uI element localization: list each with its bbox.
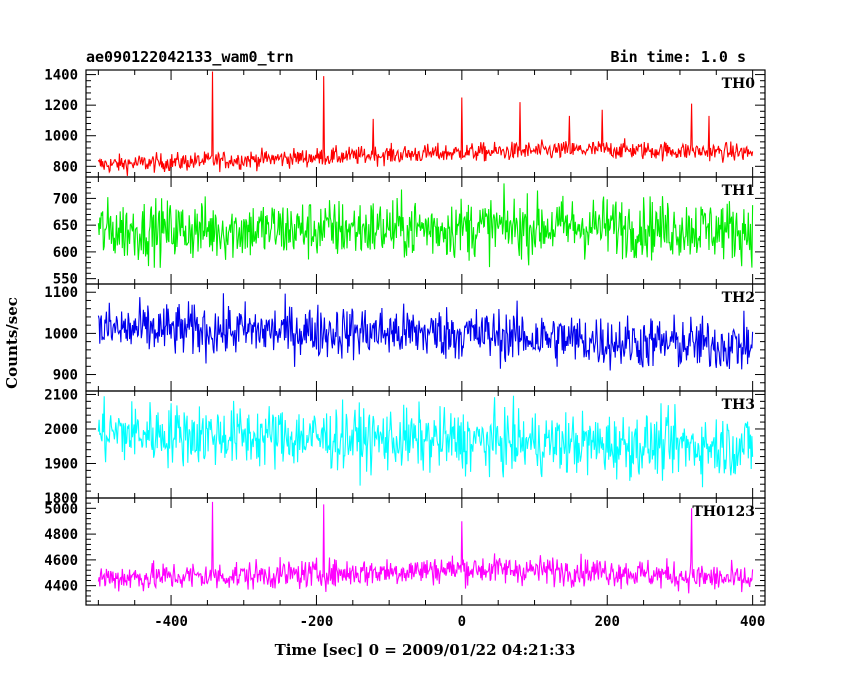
y-tick-label: 1200 [44, 98, 78, 114]
bin-time-label: Bin time: 1.0 s [611, 48, 746, 66]
y-tick-label: 1100 [44, 285, 78, 301]
panel-label-th3: TH3 [722, 397, 755, 413]
x-tick-label: 200 [595, 614, 620, 630]
x-axis-ticks: -400 -200 0 200 400 [154, 614, 765, 630]
panel-frame [85, 497, 766, 606]
y-tick-label: 800 [53, 159, 78, 175]
y-tick-label: 1800 [44, 491, 78, 507]
panels: 800 1000 1200 1400 TH0 550 600 650 700 TH1 900 1000… [44, 68, 766, 606]
x-axis-label: Time [sec] 0 = 2009/01/22 04:21:33 [275, 641, 576, 659]
y-tick-label: 550 [53, 272, 78, 288]
panel-label-th1: TH1 [722, 183, 755, 199]
panel-th2: 900 1000 1100 TH2 [44, 283, 766, 392]
x-tick-label: -400 [154, 614, 188, 630]
chart-title: ae090122042133_wam0_trn [86, 48, 294, 66]
panel-label-th0123: TH0123 [692, 504, 755, 520]
series-line-th0123 [97, 501, 754, 594]
y-tick-label: 4400 [44, 579, 78, 595]
x-tick-label: 400 [740, 614, 765, 630]
y-axis-label: Counts/sec [3, 297, 21, 389]
y-tick-label: 650 [53, 218, 78, 234]
panel-label-th2: TH2 [722, 290, 755, 306]
series-line-th3 [97, 395, 754, 488]
y-tick-label: 1400 [44, 68, 78, 84]
y-tick-label: 1900 [44, 456, 78, 472]
y-tick-label: 600 [53, 245, 78, 261]
x-tick-label: -200 [300, 614, 334, 630]
y-tick-label: 700 [53, 191, 78, 207]
series-line-th2 [97, 293, 754, 371]
panel-th0123: 4400 4600 4800 5000 TH0123 [44, 497, 766, 606]
y-tick-label: 1000 [44, 129, 78, 145]
x-tick-label: 0 [458, 614, 466, 630]
panel-label-th0: TH0 [722, 76, 756, 92]
series-line-th1 [97, 183, 754, 268]
y-tick-label: 2000 [44, 422, 78, 438]
y-tick-label: 4800 [44, 527, 78, 543]
y-tick-label: 4600 [44, 553, 78, 569]
panel-frame [85, 176, 766, 285]
panel-th3: 1800 1900 2000 2100 TH3 [44, 387, 766, 507]
panel-th0: 800 1000 1200 1400 TH0 [44, 68, 766, 178]
y-tick-label: 5000 [44, 501, 78, 517]
y-tick-label: 1000 [44, 326, 78, 342]
y-tick-label: 900 [53, 368, 78, 384]
series-line-th0 [97, 71, 754, 176]
y-tick-label: 2100 [44, 387, 78, 403]
panel-th1: 550 600 650 700 TH1 [53, 176, 766, 288]
